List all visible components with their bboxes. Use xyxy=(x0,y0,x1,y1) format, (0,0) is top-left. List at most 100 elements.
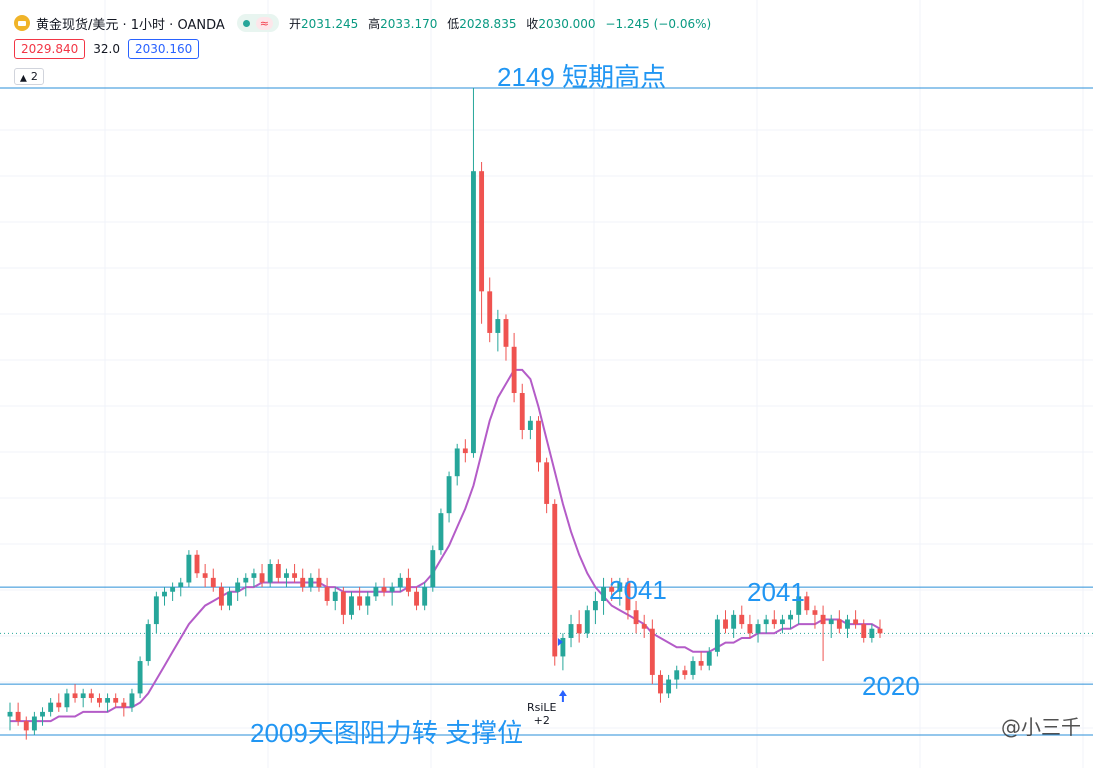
candle xyxy=(633,600,639,634)
candle xyxy=(560,633,566,671)
candle-body xyxy=(714,619,720,652)
candle-body xyxy=(308,577,314,588)
candle xyxy=(80,688,86,708)
candle xyxy=(275,559,281,583)
candle-body xyxy=(584,610,590,634)
candle xyxy=(682,665,688,680)
candle-body xyxy=(601,587,606,601)
candle-body xyxy=(462,448,468,454)
candle-body xyxy=(471,171,476,454)
candle xyxy=(649,619,655,685)
candle xyxy=(544,457,550,514)
candle xyxy=(397,573,403,592)
symbol-title[interactable]: 黄金现货/美元 · 1小时 · OANDA xyxy=(36,17,225,33)
annotation-res2: 2041 xyxy=(747,577,805,607)
annotation-bottom: 2009天图阻力转 支撑位 xyxy=(250,718,524,748)
close-value: 2030.000 xyxy=(538,16,596,31)
candle-body xyxy=(487,291,493,333)
candle xyxy=(210,568,216,592)
high-label: 高 xyxy=(368,16,381,31)
indicators-toggle-button[interactable]: ▼ 2 xyxy=(14,68,44,85)
candle xyxy=(861,619,867,643)
candle xyxy=(845,614,850,638)
candle xyxy=(552,499,558,666)
market-status[interactable]: ≈ xyxy=(236,14,279,32)
candle xyxy=(308,573,314,592)
candle xyxy=(284,568,289,588)
candle-body xyxy=(666,679,672,694)
candle-body xyxy=(796,596,802,615)
spread-value: 32.0 xyxy=(93,42,120,56)
candle xyxy=(381,577,387,597)
candle-body xyxy=(414,591,419,606)
candle-body xyxy=(7,711,13,717)
candle xyxy=(503,314,509,361)
candle-body xyxy=(170,587,176,592)
candle xyxy=(153,591,159,634)
candle xyxy=(869,624,875,643)
buy-price-button[interactable]: 2030.160 xyxy=(127,39,200,59)
candle-body xyxy=(227,591,232,606)
candle xyxy=(292,564,298,583)
candle xyxy=(836,610,842,634)
candle xyxy=(178,577,184,597)
candle-body xyxy=(592,600,598,611)
candle-body xyxy=(210,577,216,588)
candle-body xyxy=(365,596,371,606)
candle xyxy=(365,591,371,615)
candle-body xyxy=(243,577,249,583)
candle xyxy=(349,591,354,620)
quote-bar: 2029.840 32.0 2030.160 xyxy=(14,39,200,59)
candle xyxy=(267,559,273,588)
sell-price-button[interactable]: 2029.840 xyxy=(14,39,86,59)
candle-body xyxy=(162,591,167,597)
candle-body xyxy=(617,582,623,592)
candle xyxy=(796,587,802,625)
candle xyxy=(259,564,265,588)
candle-body xyxy=(804,596,810,611)
candle-body xyxy=(568,624,574,638)
candle xyxy=(714,614,720,657)
candle-body xyxy=(430,550,436,588)
candle xyxy=(536,416,541,472)
candle-body xyxy=(877,628,883,634)
candle xyxy=(40,707,45,726)
candle-body xyxy=(40,711,45,717)
buy-signal-arrow-icon xyxy=(558,690,567,702)
candle-body xyxy=(706,651,712,666)
candle-body xyxy=(64,693,70,708)
candle-body xyxy=(723,619,728,629)
candle xyxy=(592,591,598,625)
close-label: 收 xyxy=(526,16,539,31)
candle-body xyxy=(121,702,127,708)
candle xyxy=(251,568,257,588)
low-value: 2028.835 xyxy=(459,16,517,31)
candle-body xyxy=(503,319,509,347)
market-open-icon xyxy=(242,19,250,27)
candle xyxy=(389,582,395,606)
candle-body xyxy=(422,587,428,606)
candle xyxy=(820,605,826,662)
candle-body xyxy=(454,448,460,477)
signal-label: RsiLE +2 xyxy=(527,701,557,727)
candle-body xyxy=(80,693,86,699)
candle-body xyxy=(690,661,696,675)
candle xyxy=(666,674,672,699)
candle-body xyxy=(292,573,298,578)
candle-body xyxy=(397,577,403,588)
chevron-up-icon: ▼ xyxy=(20,73,27,83)
candle xyxy=(357,587,363,611)
candle xyxy=(430,545,436,592)
candle-body xyxy=(349,596,354,615)
candle xyxy=(15,702,21,726)
candle xyxy=(788,610,793,629)
candle xyxy=(48,698,54,717)
candle-body xyxy=(511,346,517,394)
candle xyxy=(31,711,37,735)
candle xyxy=(763,614,769,634)
candle-body xyxy=(113,698,119,703)
candle xyxy=(340,587,346,625)
candle-body xyxy=(15,711,21,722)
